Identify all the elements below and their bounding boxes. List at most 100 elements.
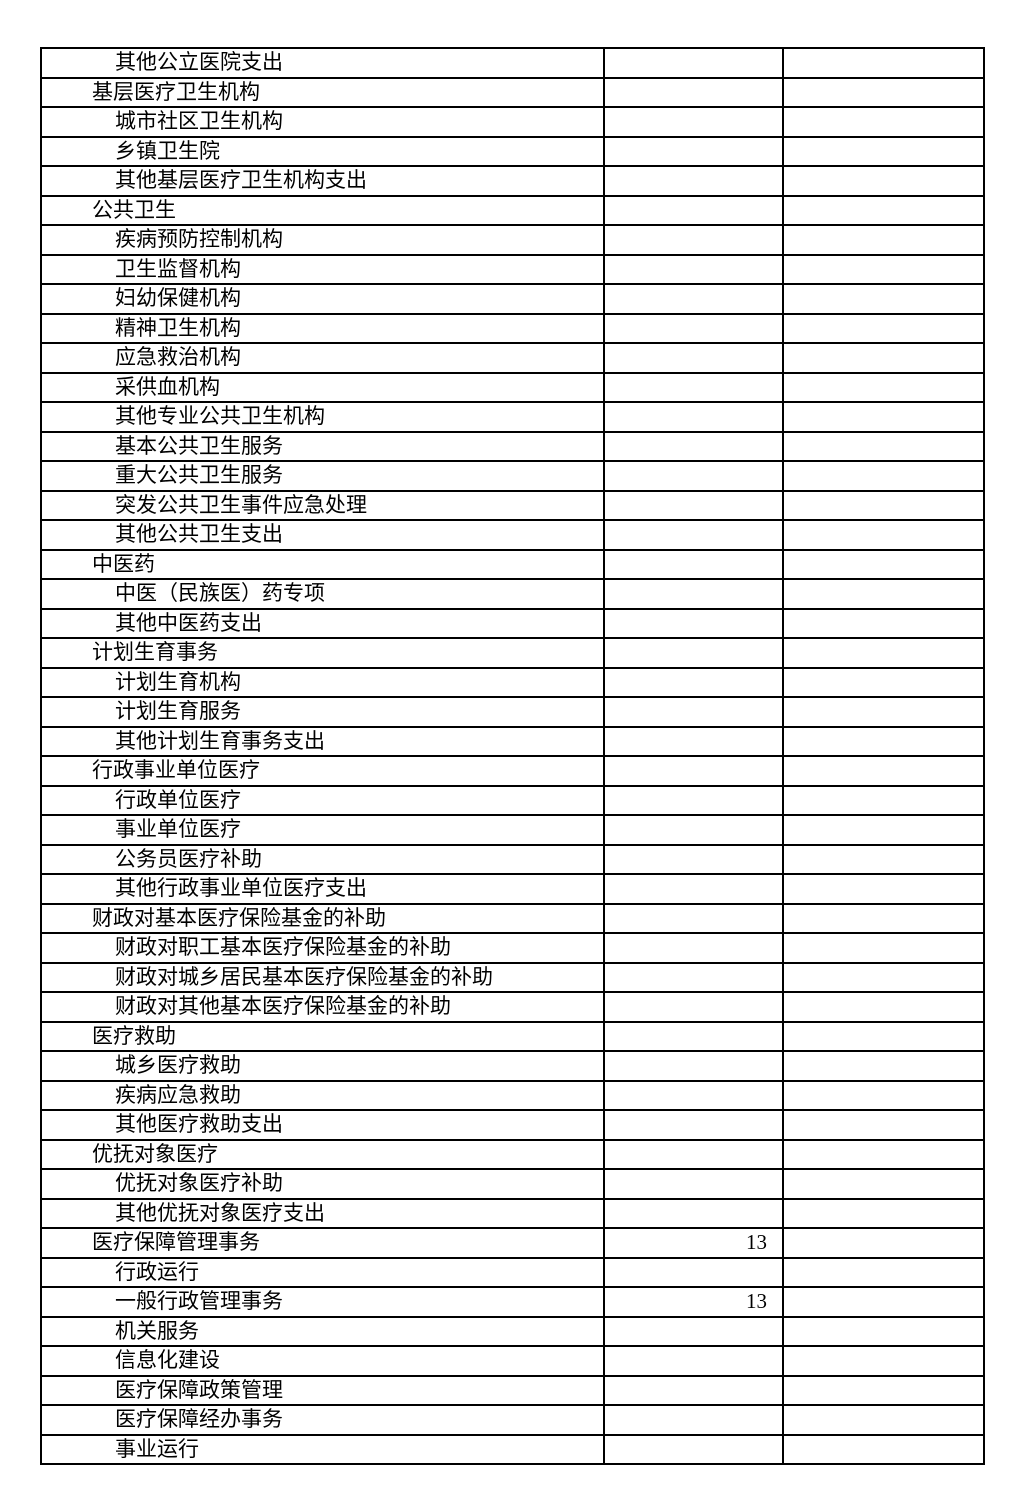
amount-cell-1 (603, 253, 784, 285)
amount-cell-1 (603, 224, 784, 256)
category-cell: 一般行政管理事务 (40, 1286, 605, 1318)
amount-cell-2 (782, 1286, 985, 1318)
amount-cell-1 (603, 430, 784, 462)
amount-cell-2 (782, 1138, 985, 1170)
category-cell: 基层医疗卫生机构 (40, 76, 605, 108)
category-cell: 其他中医药支出 (40, 607, 605, 639)
table-row: 妇幼保健机构 (40, 283, 985, 315)
amount-cell-1 (603, 106, 784, 138)
amount-cell-2 (782, 1020, 985, 1052)
category-cell: 其他专业公共卫生机构 (40, 401, 605, 433)
category-cell: 重大公共卫生服务 (40, 460, 605, 492)
table-row: 事业单位医疗 (40, 814, 985, 846)
amount-cell-2 (782, 1079, 985, 1111)
amount-cell-1 (603, 814, 784, 846)
table-row: 疾病应急救助 (40, 1079, 985, 1111)
amount-cell-1 (603, 578, 784, 610)
amount-cell-1 (603, 283, 784, 315)
budget-table: 其他公立医院支出 基层医疗卫生机构 城市社区卫生机构 乡镇卫生院 其他基层医疗卫生机构支… (40, 47, 985, 1465)
amount-cell-1 (603, 1197, 784, 1229)
table-row: 医疗救助 (40, 1020, 985, 1052)
category-cell: 事业运行 (40, 1433, 605, 1465)
budget-table-body: 其他公立医院支出 基层医疗卫生机构 城市社区卫生机构 乡镇卫生院 其他基层医疗卫生机构支… (40, 47, 985, 1465)
amount-cell-1 (603, 342, 784, 374)
amount-cell-1 (603, 1138, 784, 1170)
amount-cell-1 (603, 194, 784, 226)
category-cell: 乡镇卫生院 (40, 135, 605, 167)
category-cell: 医疗保障政策管理 (40, 1374, 605, 1406)
amount-cell-2 (782, 1050, 985, 1082)
amount-cell-2 (782, 224, 985, 256)
category-cell: 卫生监督机构 (40, 253, 605, 285)
table-row: 一般行政管理事务 13 (40, 1286, 985, 1318)
amount-cell-2 (782, 578, 985, 610)
amount-cell-2 (782, 902, 985, 934)
category-cell: 行政事业单位医疗 (40, 755, 605, 787)
amount-cell-1 (603, 401, 784, 433)
category-cell: 医疗保障管理事务 (40, 1227, 605, 1259)
table-row: 行政事业单位医疗 (40, 755, 985, 787)
amount-cell-2 (782, 1345, 985, 1377)
table-row: 其他医疗救助支出 (40, 1109, 985, 1141)
amount-cell-1 (603, 489, 784, 521)
amount-cell-2 (782, 961, 985, 993)
amount-cell-2 (782, 1404, 985, 1436)
category-cell: 应急救治机构 (40, 342, 605, 374)
amount-cell-1 (603, 1079, 784, 1111)
amount-cell-1 (603, 755, 784, 787)
amount-cell-2 (782, 1197, 985, 1229)
amount-cell-1 (603, 902, 784, 934)
table-row: 行政运行 (40, 1256, 985, 1288)
table-row: 计划生育服务 (40, 696, 985, 728)
table-row: 中医（民族医）药专项 (40, 578, 985, 610)
amount-cell-1 (603, 76, 784, 108)
amount-cell-1 (603, 460, 784, 492)
category-cell: 其他优抚对象医疗支出 (40, 1197, 605, 1229)
amount-cell-1 (603, 519, 784, 551)
amount-cell-2 (782, 371, 985, 403)
table-row: 基本公共卫生服务 (40, 430, 985, 462)
amount-cell-1 (603, 1433, 784, 1465)
amount-cell-2 (782, 489, 985, 521)
table-row: 疾病预防控制机构 (40, 224, 985, 256)
amount-cell-1 (603, 1345, 784, 1377)
amount-cell-2 (782, 1109, 985, 1141)
table-row: 行政单位医疗 (40, 784, 985, 816)
table-row: 采供血机构 (40, 371, 985, 403)
category-cell: 财政对其他基本医疗保险基金的补助 (40, 991, 605, 1023)
table-row: 其他专业公共卫生机构 (40, 401, 985, 433)
category-cell: 中医药 (40, 548, 605, 580)
amount-cell-2 (782, 1227, 985, 1259)
amount-cell-1 (603, 1404, 784, 1436)
table-row: 重大公共卫生服务 (40, 460, 985, 492)
amount-cell-2 (782, 991, 985, 1023)
category-cell: 优抚对象医疗补助 (40, 1168, 605, 1200)
amount-cell-2 (782, 312, 985, 344)
table-row: 优抚对象医疗补助 (40, 1168, 985, 1200)
category-cell: 其他计划生育事务支出 (40, 725, 605, 757)
category-cell: 中医（民族医）药专项 (40, 578, 605, 610)
amount-cell-1 (603, 961, 784, 993)
category-cell: 行政运行 (40, 1256, 605, 1288)
category-cell: 其他基层医疗卫生机构支出 (40, 165, 605, 197)
category-cell: 其他公立医院支出 (40, 47, 605, 79)
category-cell: 突发公共卫生事件应急处理 (40, 489, 605, 521)
category-cell: 公务员医疗补助 (40, 843, 605, 875)
amount-cell-1 (603, 47, 784, 79)
amount-cell-2 (782, 1315, 985, 1347)
amount-cell-2 (782, 755, 985, 787)
amount-cell-2 (782, 430, 985, 462)
category-cell: 财政对城乡居民基本医疗保险基金的补助 (40, 961, 605, 993)
category-cell: 行政单位医疗 (40, 784, 605, 816)
amount-cell-1: 13 (603, 1227, 784, 1259)
amount-cell-2 (782, 814, 985, 846)
table-row: 城市社区卫生机构 (40, 106, 985, 138)
table-row: 基层医疗卫生机构 (40, 76, 985, 108)
amount-cell-1 (603, 371, 784, 403)
amount-cell-1 (603, 725, 784, 757)
table-row: 公共卫生 (40, 194, 985, 226)
amount-cell-1 (603, 666, 784, 698)
table-row: 医疗保障经办事务 (40, 1404, 985, 1436)
amount-cell-1 (603, 843, 784, 875)
